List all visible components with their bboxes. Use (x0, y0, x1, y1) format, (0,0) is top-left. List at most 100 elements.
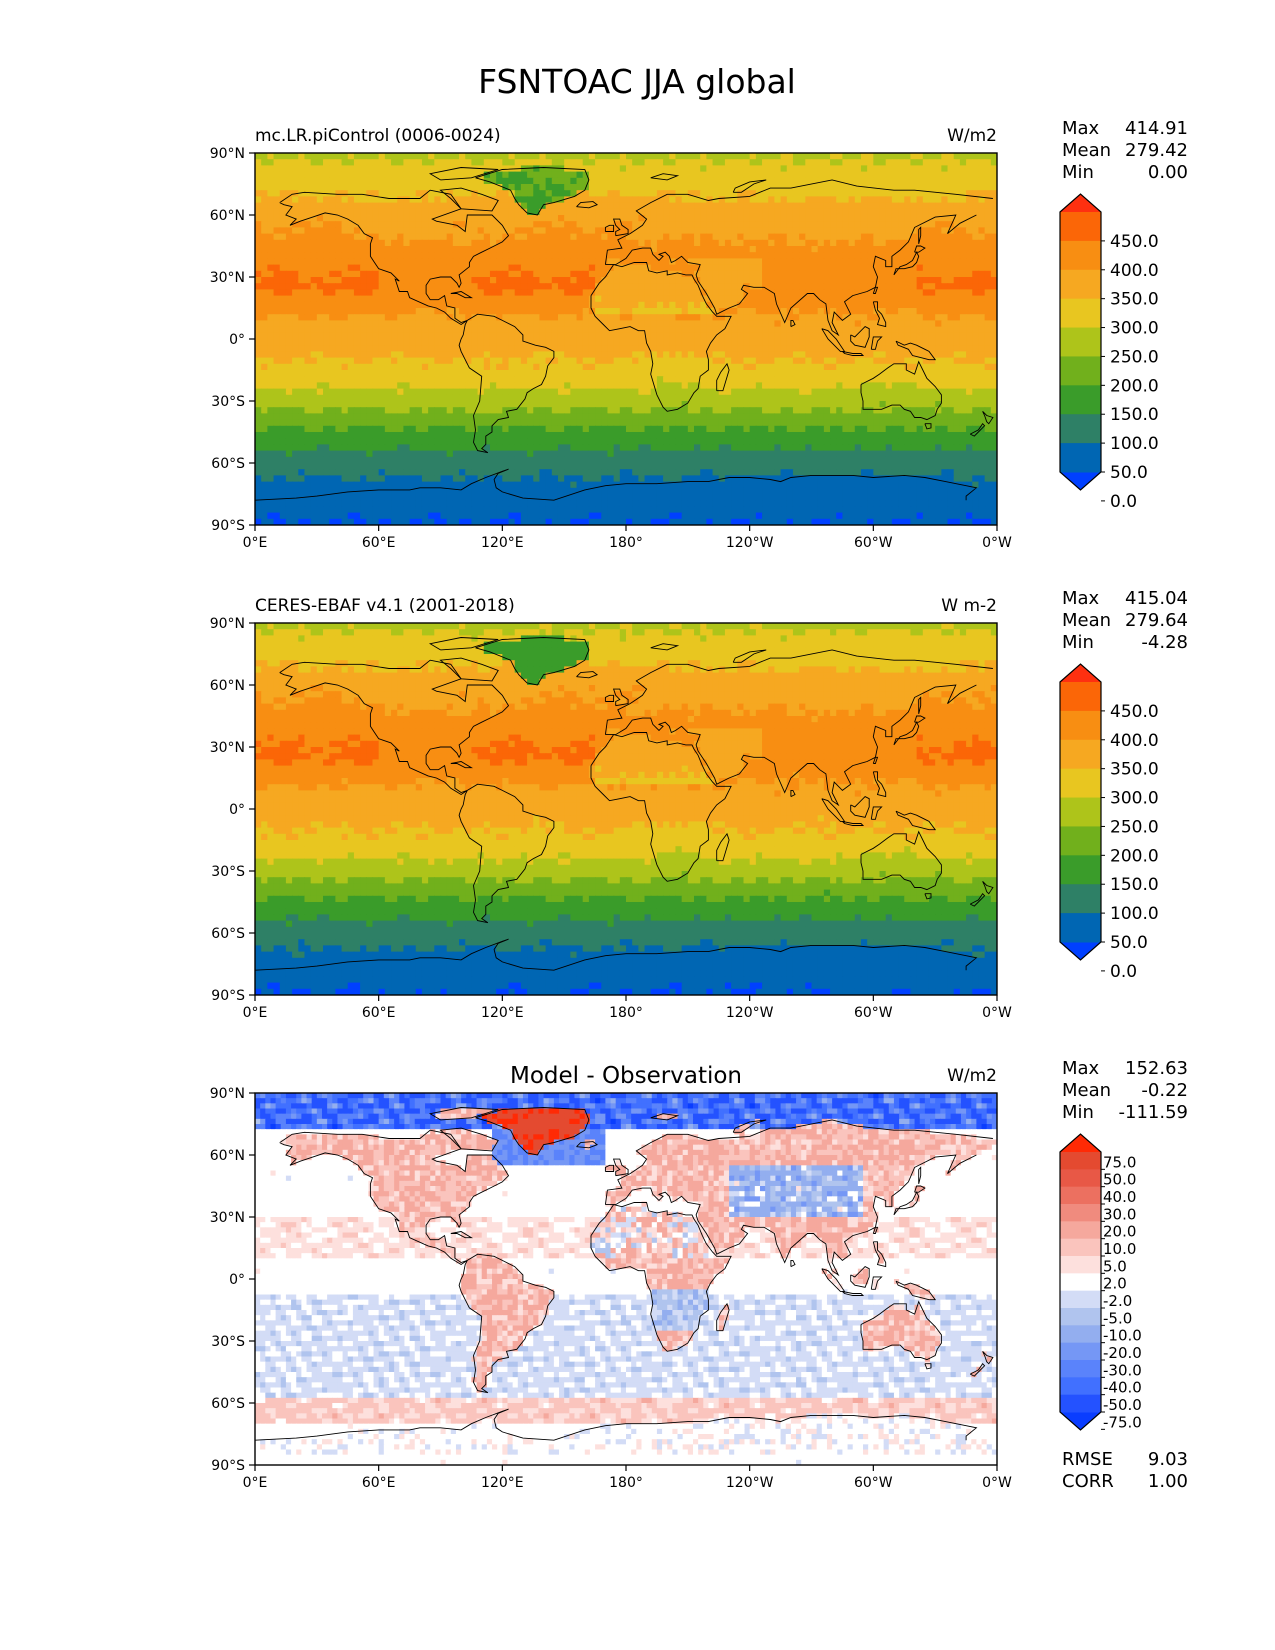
field-cell (415, 326, 423, 334)
field-cell (823, 165, 831, 173)
field-cell (867, 196, 874, 204)
field-cell (372, 196, 380, 204)
field-cell (483, 320, 491, 328)
field-cell (421, 171, 429, 179)
field-cell (984, 357, 992, 365)
field-cell (527, 190, 534, 197)
field-cell (341, 320, 349, 328)
field-cell (984, 326, 992, 334)
field-cell (935, 394, 942, 402)
field-cell (941, 270, 949, 278)
field-cell (780, 277, 788, 284)
field-cell (823, 190, 831, 197)
field-cell (786, 208, 794, 216)
field-cell (762, 388, 769, 396)
field-cell (477, 332, 485, 340)
field-cell (718, 301, 726, 309)
field-cell (743, 246, 751, 253)
field-cell (891, 289, 899, 297)
field-cell (805, 190, 813, 197)
field-cell (792, 357, 800, 365)
field-cell (941, 332, 949, 340)
field-cell (576, 339, 584, 346)
field-cell (941, 215, 949, 222)
field-cell (724, 283, 732, 290)
field-cell (854, 221, 862, 228)
field-cell (706, 388, 714, 396)
field-cell (477, 326, 485, 334)
field-cell (675, 370, 683, 377)
field-cell (329, 295, 336, 303)
field-cell (446, 246, 454, 253)
field-cell (941, 326, 949, 334)
field-cell (428, 301, 435, 309)
field-cell (489, 289, 497, 297)
field-cell (644, 382, 652, 390)
field-cell (891, 252, 899, 259)
field-cell (811, 227, 819, 235)
field-cell (706, 270, 714, 278)
field-cell (935, 351, 942, 359)
field-cell (792, 308, 800, 315)
field-cell (743, 184, 751, 191)
field-cell (768, 196, 775, 204)
field-cell (353, 363, 361, 371)
field-cell (403, 270, 411, 278)
field-cell (879, 357, 887, 365)
field-cell (718, 246, 726, 253)
field-cell (323, 308, 330, 315)
field-cell (755, 246, 763, 253)
field-cell (885, 202, 893, 210)
field-cell (694, 376, 701, 383)
field-cell (898, 345, 905, 352)
field-cell (403, 184, 411, 191)
field-cell (860, 190, 868, 197)
field-cell (397, 351, 404, 359)
field-cell (774, 308, 782, 315)
field-cell (694, 252, 701, 259)
field-cell (762, 376, 769, 383)
field-cell (830, 283, 837, 290)
field-cell (477, 345, 485, 352)
field-cell (731, 221, 738, 228)
field-cell (329, 382, 336, 390)
field-cell (341, 308, 349, 315)
field-cell (953, 326, 961, 334)
field-cell (508, 184, 516, 191)
field-cell (854, 283, 862, 290)
field-cell (947, 370, 955, 377)
field-cell (638, 153, 646, 160)
field-cell (360, 332, 367, 340)
field-cell (774, 363, 782, 371)
field-cell (409, 382, 417, 390)
field-cell (384, 227, 392, 235)
field-cell (508, 382, 516, 390)
field-cell (656, 382, 664, 390)
field-cell (743, 401, 751, 408)
field-cell (836, 171, 844, 179)
field-cell (545, 308, 553, 315)
field-cell (397, 153, 404, 160)
field-cell (681, 388, 689, 396)
field-cell (588, 314, 596, 321)
field-cell (836, 326, 844, 334)
field-cell (421, 246, 429, 253)
field-cell (836, 370, 844, 377)
field-cell (440, 159, 448, 166)
field-cell (817, 339, 825, 346)
field-cell (335, 227, 343, 235)
field-cell (551, 301, 559, 309)
field-cell (267, 239, 275, 247)
field-cell (836, 196, 844, 204)
field-cell (891, 153, 899, 160)
field-cell (941, 202, 949, 210)
field-cell (650, 283, 658, 290)
field-cell (737, 215, 745, 222)
field-cell (520, 320, 528, 328)
field-cell (749, 277, 757, 284)
field-cell (873, 246, 881, 253)
field-cell (867, 357, 874, 365)
field-cell (644, 239, 652, 247)
field-cell (626, 320, 633, 328)
field-cell (520, 382, 528, 390)
